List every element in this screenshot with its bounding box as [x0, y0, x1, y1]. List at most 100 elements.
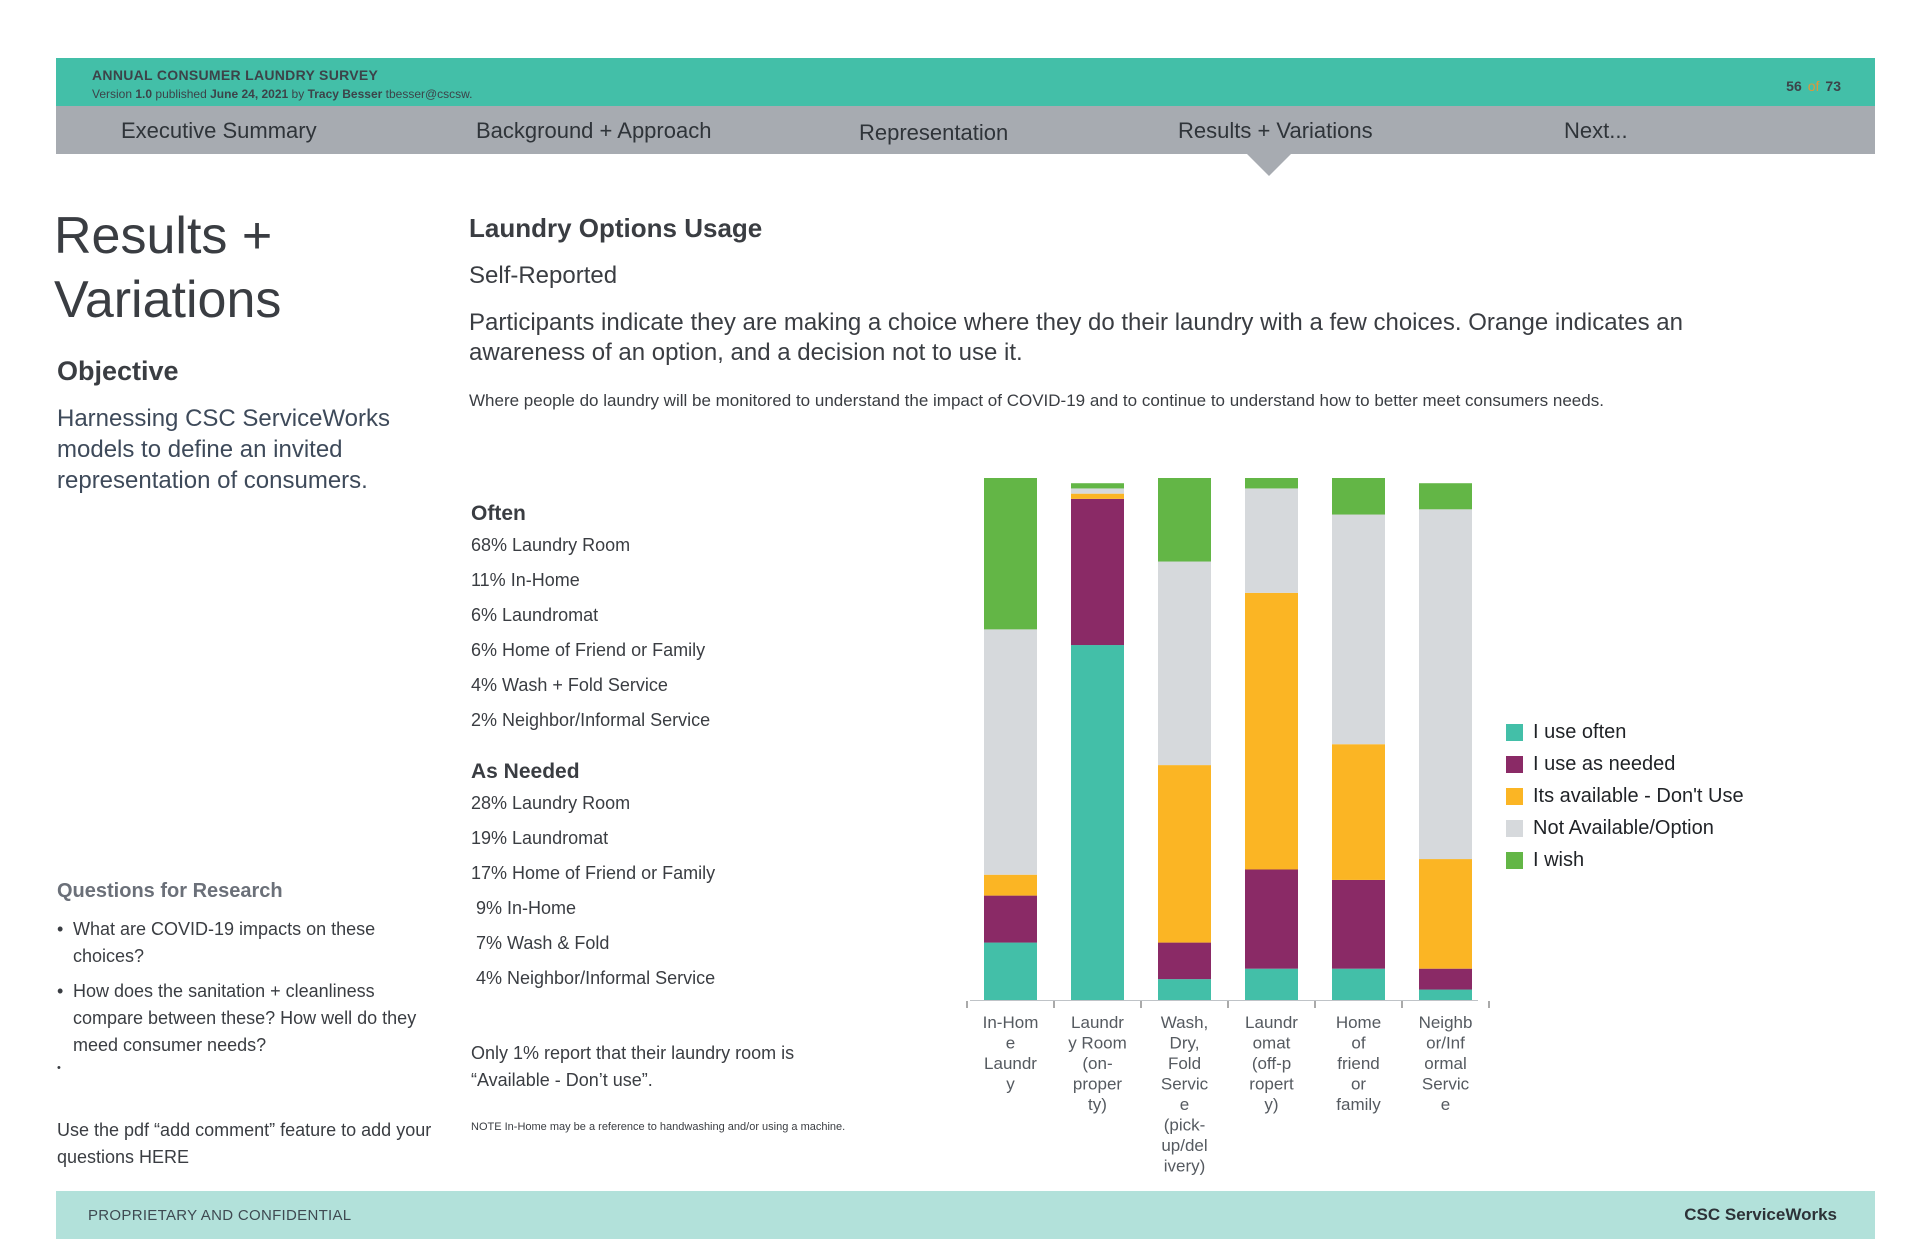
chart-legend: I use often I use as needed Its availabl…: [1506, 716, 1744, 876]
footer-bar: PROPRIETARY AND CONFIDENTIAL CSC Service…: [56, 1191, 1875, 1239]
x-axis-category-label-line: friend: [1337, 1054, 1380, 1073]
x-axis-category-label: Laundr y Room (on-proper ty): [1068, 1013, 1127, 1114]
x-axis-category-label-line: family: [1336, 1095, 1381, 1114]
company-name: CSC ServiceWorks: [1684, 1205, 1837, 1224]
page-title: Results + Variations: [54, 204, 281, 332]
bar-segment: [1158, 942, 1211, 980]
x-axis-category-label-line: y): [1264, 1095, 1278, 1114]
nav-representation[interactable]: Representation: [859, 120, 1009, 145]
x-axis-category-label-line: Servic: [1422, 1075, 1470, 1094]
bar-segment: [1419, 989, 1472, 1000]
legend-item: I use often: [1506, 716, 1744, 748]
bar-segment: [1245, 592, 1298, 870]
bar-segment: [984, 874, 1037, 896]
legend-label: I wish: [1533, 848, 1585, 871]
x-axis-category-label-line: ropert: [1249, 1075, 1294, 1094]
version-line: Version 1.0 published June 24, 2021 by T…: [92, 87, 473, 101]
nav-background-approach[interactable]: Background + Approach: [476, 118, 712, 143]
as-needed-item: 9% In-Home: [471, 898, 577, 918]
questions-heading: Questions for Research: [57, 880, 283, 902]
x-axis-category-label-line: of: [1351, 1034, 1365, 1053]
in-home-footnote: NOTE In-Home may be a reference to handw…: [471, 1121, 846, 1133]
bar-segment: [1245, 478, 1298, 489]
often-item: 68% Laundry Room: [471, 535, 631, 555]
header-bar: ANNUAL CONSUMER LAUNDRY SURVEY Version 1…: [56, 58, 1875, 106]
legend-item: Its available - Don't Use: [1506, 780, 1744, 812]
by-label: by: [291, 87, 305, 101]
x-axis-category-label-line: omat: [1253, 1034, 1291, 1053]
bar-segment: [1332, 478, 1385, 515]
x-axis-category-label-line: proper: [1073, 1075, 1122, 1094]
page-title-line2: Variations: [54, 271, 282, 329]
bar-segment: [984, 895, 1037, 943]
legend-item: I use as needed: [1506, 748, 1744, 780]
page-total: 73: [1825, 78, 1841, 94]
as-needed-item: 19% Laundromat: [471, 828, 609, 848]
published-label: published: [155, 87, 207, 101]
x-axis-category-label-line: Laundr: [1245, 1013, 1298, 1032]
x-axis-category-label-line: Laundr: [1071, 1013, 1124, 1032]
author-email[interactable]: tbesser@cscsw.: [385, 87, 473, 101]
legend-swatch-available-dont-use: [1506, 787, 1523, 805]
question-item: • What are COVID-19 impacts on these cho…: [57, 916, 437, 970]
report-title: ANNUAL CONSUMER LAUNDRY SURVEY: [92, 67, 379, 83]
bar-segment: [1419, 968, 1472, 990]
legend-label: I use often: [1533, 720, 1627, 743]
section-nav: Executive Summary Background + Approach …: [56, 106, 1875, 154]
x-axis-category-label: Neighb or/Inf ormal Servic e: [1419, 1013, 1473, 1114]
question-text: What are COVID-19 impacts on these choic…: [73, 919, 376, 966]
x-axis-category-label-line: (on-: [1082, 1054, 1112, 1073]
objective-text: Harnessing CSC ServiceWorks models to de…: [57, 405, 390, 494]
bar-segment: [1332, 879, 1385, 969]
x-axis-category-label-line: Wash,: [1161, 1013, 1209, 1032]
bar-segment: [1071, 493, 1124, 499]
confidentiality-notice: PROPRIETARY AND CONFIDENTIAL: [88, 1207, 352, 1224]
legend-label: I use as needed: [1533, 752, 1676, 775]
x-axis-category-label-line: e: [1441, 1095, 1450, 1114]
bar-segment: [1419, 483, 1472, 510]
x-axis-category-label-line: y: [1006, 1075, 1015, 1094]
nav-next[interactable]: Next...: [1564, 118, 1628, 143]
as-needed-stats: As Needed 28% Laundry Room 19% Laundroma…: [471, 760, 715, 1002]
bar-segment: [1071, 483, 1124, 489]
bar-segment: [1158, 561, 1211, 766]
section-subtitle: Self-Reported: [469, 262, 618, 289]
x-axis-category-label-line: ty): [1088, 1095, 1107, 1114]
x-axis-category-label-line: Neighb: [1419, 1013, 1473, 1032]
x-axis-category-label-line: Servic: [1161, 1075, 1209, 1094]
nav-results-variations[interactable]: Results + Variations: [1178, 118, 1373, 143]
x-axis-category-label: Wash, Dry, Fold Servic e (pick-up/del ivery): [1161, 1013, 1209, 1176]
page-indicator: 56 of 73: [1786, 78, 1841, 94]
bar-segment: [1332, 514, 1385, 745]
as-needed-heading: As Needed: [471, 760, 580, 783]
x-axis-category-label-line: ormal: [1424, 1054, 1467, 1073]
bar-segment: [1158, 979, 1211, 1000]
comment-instruction: Use the pdf “add comment” feature to add…: [57, 1120, 432, 1167]
bar-segment: [1245, 488, 1298, 593]
as-needed-item: 28% Laundry Room: [471, 793, 631, 813]
nav-executive-summary[interactable]: Executive Summary: [121, 118, 317, 143]
bar-segment: [1245, 869, 1298, 969]
x-axis-category-label: Home of friend or family: [1336, 1013, 1381, 1114]
bar-segment: [1071, 488, 1124, 494]
x-axis-category-label-line: In-Hom: [983, 1013, 1039, 1032]
bar-segment: [1419, 509, 1472, 860]
x-axis-category-label-line: y Room: [1068, 1034, 1127, 1053]
x-axis-category-label-line: Home: [1336, 1013, 1381, 1032]
often-stats: Often 68% Laundry Room 11% In-Home 6% La…: [471, 502, 710, 744]
page-of: of: [1807, 78, 1820, 94]
bar-segment: [984, 478, 1037, 630]
as-needed-item: 4% Neighbor/Informal Service: [471, 968, 716, 988]
as-needed-item: 17% Home of Friend or Family: [471, 863, 716, 883]
bar-segment: [1071, 645, 1124, 1000]
objective-heading: Objective: [57, 356, 179, 386]
legend-swatch-i-wish: [1506, 851, 1523, 869]
x-axis-category-label-line: Laundr: [984, 1054, 1037, 1073]
version-number: 1.0: [135, 87, 153, 101]
bar-segment: [1071, 498, 1124, 646]
often-item: 4% Wash + Fold Service: [471, 675, 668, 695]
x-axis-category-label-line: or: [1351, 1075, 1366, 1094]
section-body: Where people do laundry will be monitore…: [469, 391, 1604, 410]
questions-list: • What are COVID-19 impacts on these cho…: [57, 916, 437, 1083]
